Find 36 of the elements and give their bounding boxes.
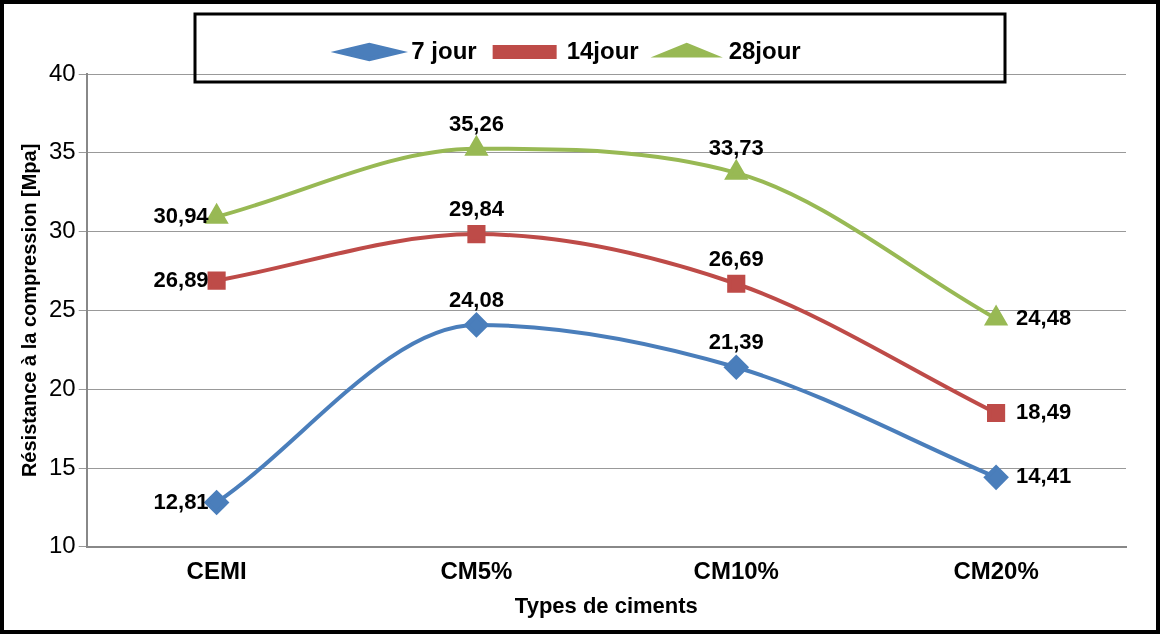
data-label: 24,08: [448, 286, 504, 312]
legend-label: 14jour: [566, 36, 639, 64]
data-label: 33,73: [708, 134, 764, 160]
x-tick-label: CM5%: [440, 556, 513, 584]
y-tick-label: 25: [48, 295, 76, 323]
point: [465, 136, 488, 156]
point: [725, 160, 747, 180]
data-label: 24,48: [1016, 304, 1072, 330]
data-label: 12,81: [153, 488, 209, 514]
point: [987, 403, 1006, 423]
x-tick-label: CM20%: [953, 556, 1039, 584]
data-label: 30,94: [153, 202, 210, 228]
data-label: 18,49: [1016, 399, 1072, 425]
y-tick-label: 35: [48, 137, 76, 165]
x-tick-label: CM10%: [693, 556, 779, 584]
y-tick-label: 30: [48, 216, 76, 244]
point: [727, 274, 746, 293]
x-tick-label: CEMI: [186, 556, 247, 584]
legend-label: 7 jour: [411, 36, 477, 64]
y-tick-label: 20: [48, 373, 76, 401]
data-label: 26,89: [153, 266, 209, 292]
y-tick-label: 40: [48, 58, 76, 86]
data-label: 14,41: [1016, 463, 1072, 489]
point: [724, 355, 749, 380]
point: [464, 312, 489, 337]
data-label: 35,26: [448, 110, 504, 136]
y-tick-label: 10: [48, 531, 76, 559]
y-axis-title: Résistance à la compression [Mpa]: [17, 143, 40, 478]
legend-label: 28jour: [728, 36, 801, 64]
data-label: 26,69: [708, 245, 764, 271]
data-label: 29,84: [448, 196, 505, 222]
point: [984, 465, 1009, 490]
point: [207, 271, 226, 290]
x-axis-title: Types de ciments: [514, 592, 698, 618]
data-label: 21,39: [708, 329, 764, 355]
y-tick-label: 15: [48, 452, 76, 480]
